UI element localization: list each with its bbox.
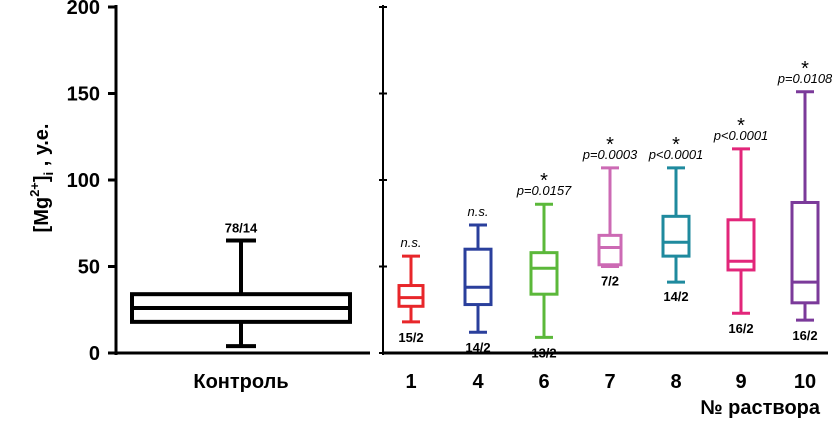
category-label: 6 (538, 371, 549, 393)
box (463, 247, 493, 307)
p-value-label: p=0.0157 (516, 183, 572, 198)
y-axis-label-sup: 2+ (27, 182, 42, 197)
n-label: 7/2 (601, 274, 619, 289)
y-axis-label-mid: ] (31, 175, 53, 182)
box-group: 1 15/2 n.s. (397, 235, 425, 393)
y-axis-label-post: , у.е. (31, 124, 53, 172)
category-label: 9 (735, 371, 746, 393)
box-group: 6 13/2 p=0.0157* (516, 170, 572, 393)
box (790, 200, 820, 305)
box-group: 8 14/2 p<0.0001* (648, 134, 704, 393)
p-value-label: p=0.0108 (777, 71, 832, 86)
axes: 0 50 100 150 200 (67, 0, 828, 365)
n-label: 16/2 (728, 321, 753, 336)
y-tick-label: 150 (67, 84, 100, 106)
boxes: Контроль 78/14 1 15/2 n.s. 4 14/2 n.s. 6 13/2 p=0.… (130, 58, 832, 393)
y-tick-label: 50 (78, 257, 100, 279)
category-label: 1 (405, 371, 416, 393)
n-label: 13/2 (531, 345, 556, 360)
p-value-label: p<0.0001 (713, 128, 769, 143)
y-axis-label: [Mg2+]i , у.е. (27, 124, 56, 233)
box-group: 10 16/2 p=0.0108* (777, 58, 832, 393)
p-value-label: p<0.0001 (648, 147, 704, 162)
significance-star: * (540, 170, 548, 192)
box-group: 9 16/2 p<0.0001* (713, 115, 769, 393)
box-group: Контроль 78/14 (130, 221, 352, 393)
n-label: 78/14 (225, 221, 258, 236)
category-label: 8 (670, 371, 681, 393)
n-label: 14/2 (465, 340, 490, 355)
p-value-label: p=0.0003 (582, 147, 638, 162)
n-label: 15/2 (398, 330, 423, 345)
box (529, 251, 559, 296)
y-axis-label-sub: i (41, 172, 56, 176)
p-value-label: n.s. (468, 204, 489, 219)
box-group: 7 7/2 p=0.0003* (582, 134, 638, 393)
category-label: 7 (604, 371, 615, 393)
y-tick-label: 0 (89, 343, 100, 365)
significance-star: * (606, 134, 614, 156)
n-label: 16/2 (792, 328, 817, 343)
p-value-label: n.s. (401, 235, 422, 250)
y-tick-label: 100 (67, 170, 100, 192)
significance-star: * (801, 58, 809, 80)
category-label: Контроль (193, 371, 288, 393)
category-label: 4 (472, 371, 484, 393)
box (397, 284, 425, 308)
box-group: 4 14/2 n.s. (463, 204, 493, 393)
significance-star: * (737, 115, 745, 137)
category-label: 10 (794, 371, 816, 393)
n-label: 14/2 (663, 289, 688, 304)
y-tick-label: 200 (67, 0, 100, 19)
y-axis-label-pre: [Mg (31, 197, 53, 233)
significance-star: * (672, 134, 680, 156)
x-axis-label: № раствора (700, 397, 821, 419)
box (597, 233, 623, 267)
box (661, 214, 691, 258)
